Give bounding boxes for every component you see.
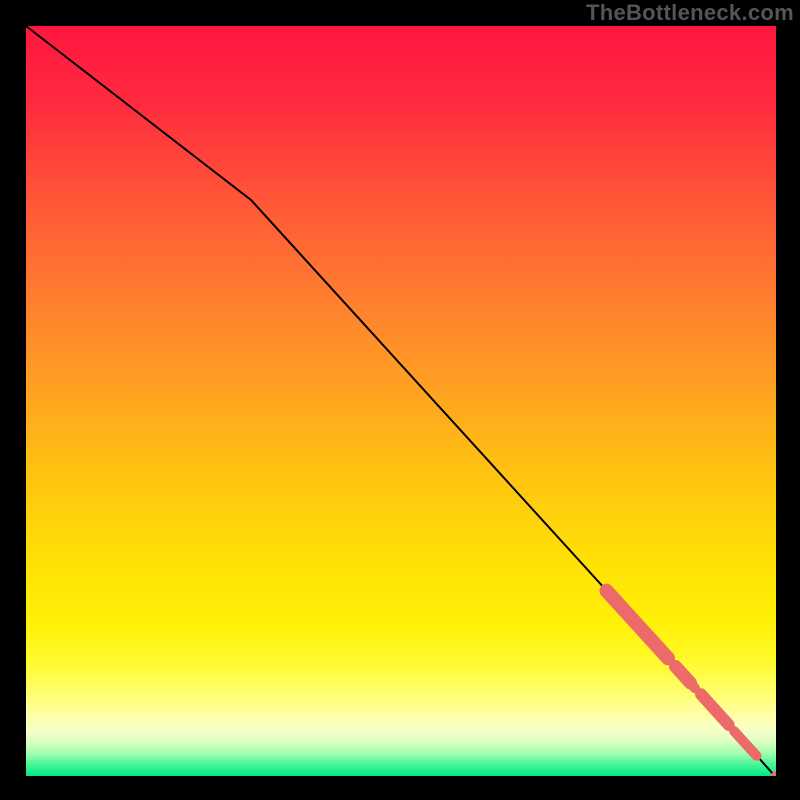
- marker-segments: [607, 591, 757, 756]
- marker-segment: [691, 683, 696, 688]
- marker-segment: [607, 591, 669, 659]
- plot-area: [26, 26, 776, 776]
- marker-segment: [701, 694, 729, 725]
- watermark-text: TheBottleneck.com: [586, 0, 794, 26]
- marker-segment: [734, 731, 757, 756]
- chart-overlay: [26, 26, 776, 776]
